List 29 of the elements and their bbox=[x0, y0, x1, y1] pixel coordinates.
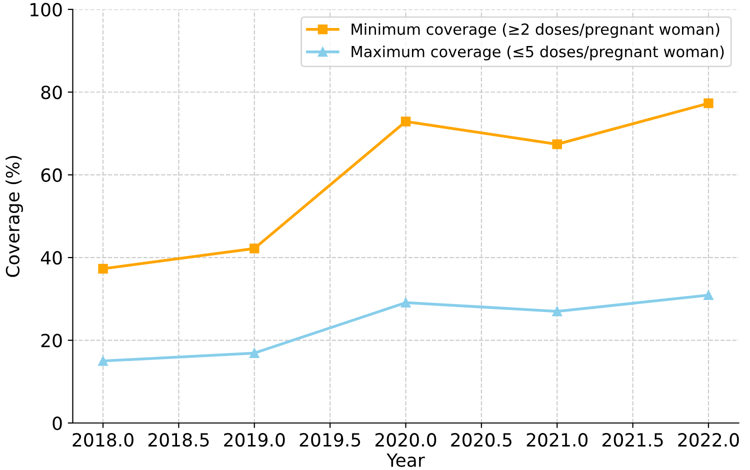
point bbox=[400, 116, 411, 126]
point bbox=[250, 348, 260, 358]
x-tick-label: 2022.0 bbox=[678, 433, 739, 447]
y-tick-label: 0 bbox=[52, 416, 62, 430]
x-tick-label: 2019.0 bbox=[224, 433, 285, 447]
y-axis-title: Coverage (%) bbox=[6, 156, 24, 277]
y-tick-label: 60 bbox=[41, 168, 62, 182]
point bbox=[704, 290, 714, 300]
x-tick-label: 2020.0 bbox=[375, 433, 436, 447]
point bbox=[552, 306, 562, 316]
x-tick-label: 2018.5 bbox=[148, 433, 209, 447]
x-tick-label: 2021.5 bbox=[602, 433, 663, 447]
point bbox=[98, 356, 108, 366]
point bbox=[552, 139, 562, 150]
legend-label: Minimum coverage (≥2 doses/pregnant woman) bbox=[352, 23, 720, 38]
point bbox=[250, 244, 260, 254]
y-tick-label: 100 bbox=[30, 2, 62, 17]
x-tick-label: 2019.5 bbox=[300, 433, 360, 447]
point bbox=[704, 98, 714, 108]
y-tick-label: 20 bbox=[41, 334, 62, 348]
x-tick-label: 2020.5 bbox=[451, 433, 512, 447]
x-tick-label: 2018.0 bbox=[72, 433, 134, 447]
legend-label: Maximum coverage (≤5 doses/pregnant woman) bbox=[352, 46, 724, 60]
point bbox=[400, 298, 411, 308]
x-axis-title: Year bbox=[386, 454, 425, 467]
y-tick-label: 40 bbox=[40, 251, 62, 265]
y-tick-label: 80 bbox=[41, 86, 62, 100]
point bbox=[98, 264, 108, 274]
x-tick-label: 2021.0 bbox=[526, 433, 588, 447]
